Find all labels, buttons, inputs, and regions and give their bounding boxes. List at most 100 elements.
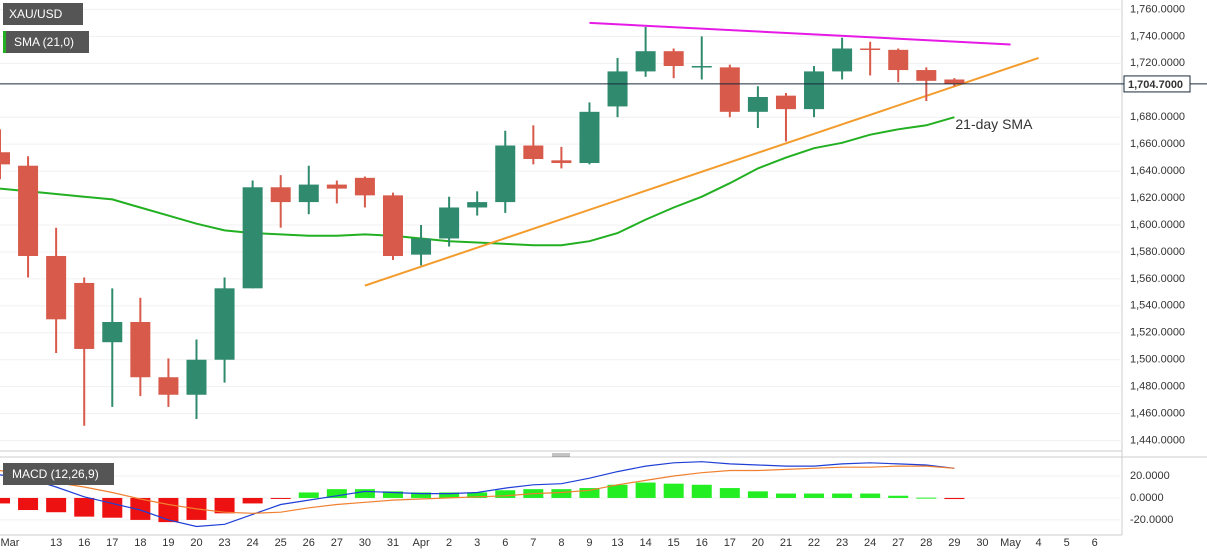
x-tick-label: 16 <box>78 537 90 549</box>
candle-body <box>691 66 712 68</box>
x-tick-label: 13 <box>611 537 623 549</box>
macd-line <box>0 461 955 528</box>
x-tick-label: 23 <box>218 537 230 549</box>
histogram-bar <box>214 497 235 514</box>
candle-body <box>242 187 263 289</box>
candle-body <box>579 111 600 164</box>
histogram-bar <box>804 493 825 498</box>
x-tick-label: 17 <box>106 537 118 549</box>
histogram-bar <box>691 484 712 498</box>
y-tick-label: 1,660.0000 <box>1130 138 1185 150</box>
x-tick-label: 27 <box>892 537 904 549</box>
x-tick-label: 18 <box>134 537 146 549</box>
x-tick-label: 6 <box>1092 537 1098 549</box>
histogram-bar <box>551 489 572 498</box>
histogram-bar <box>719 488 740 498</box>
candle-body <box>46 255 67 320</box>
candle-body <box>495 145 516 203</box>
histogram-bar <box>467 492 488 498</box>
candle-body <box>18 165 39 256</box>
histogram-bar <box>46 497 67 513</box>
x-tick-label: 20 <box>752 537 764 549</box>
candle-body <box>186 359 207 395</box>
legend-box <box>3 31 89 53</box>
y-tick-label: 20.0000 <box>1130 470 1170 482</box>
candle-body <box>607 71 628 107</box>
candle-body <box>635 51 656 72</box>
candle-body <box>916 70 937 81</box>
histogram-bar <box>270 497 291 499</box>
x-tick-label: 23 <box>836 537 848 549</box>
x-tick-label: 27 <box>331 537 343 549</box>
x-tick-label: 2 <box>446 537 452 549</box>
histogram-bar <box>747 491 768 498</box>
histogram-bar <box>326 489 347 498</box>
y-tick-label: 1,620.0000 <box>1130 192 1185 204</box>
y-tick-label: 1,580.0000 <box>1130 246 1185 258</box>
last-price-label: 1,704.7000 <box>1128 79 1183 91</box>
x-tick-label: 20 <box>190 537 202 549</box>
x-tick-label: 28 <box>920 537 932 549</box>
candle-body <box>663 51 684 67</box>
x-tick-label: 25 <box>275 537 287 549</box>
y-tick-label: 1,460.0000 <box>1130 408 1185 420</box>
histogram-bar <box>663 483 684 498</box>
candle-body <box>102 322 123 343</box>
y-tick-label: 1,600.0000 <box>1130 219 1185 231</box>
histogram-bar <box>0 497 10 504</box>
candle-body <box>158 377 179 395</box>
histogram-bar <box>439 492 460 498</box>
y-tick-label: 1,500.0000 <box>1130 354 1185 366</box>
x-tick-label: Mar <box>1 537 20 549</box>
y-tick-label: 0.0000 <box>1130 492 1164 504</box>
y-tick-label: 1,540.0000 <box>1130 300 1185 312</box>
x-tick-label: May <box>1000 537 1021 549</box>
histogram-bar <box>888 495 909 498</box>
candle-body <box>888 49 909 71</box>
candle-body <box>214 288 235 360</box>
x-tick-label: 19 <box>162 537 174 549</box>
trend-line <box>589 21 1011 46</box>
x-tick-label: 6 <box>502 537 508 549</box>
candle-body <box>270 187 291 203</box>
histogram-bar <box>944 497 965 500</box>
x-tick-label: 22 <box>808 537 820 549</box>
x-tick-label: 14 <box>639 537 651 549</box>
y-tick-label: 1,520.0000 <box>1130 327 1185 339</box>
x-tick-label: 30 <box>976 537 988 549</box>
signal-line <box>0 465 955 514</box>
candle-body <box>860 48 881 51</box>
histogram-bar <box>579 488 600 498</box>
sma-line <box>0 116 955 247</box>
histogram-bar <box>382 491 403 498</box>
candle-body <box>747 97 768 112</box>
candle-body <box>775 95 796 110</box>
histogram-bar <box>860 493 881 498</box>
annotation: 21-day SMA <box>955 116 1033 132</box>
legend-label: MACD (12,26,9) <box>12 467 99 481</box>
histogram-bar <box>74 497 95 517</box>
histogram-bar <box>411 492 432 498</box>
histogram-bar <box>916 497 937 499</box>
histogram-bar <box>775 493 796 498</box>
x-tick-label: 17 <box>724 537 736 549</box>
histogram-bar <box>130 497 151 520</box>
x-tick-label: 3 <box>474 537 480 549</box>
legend-box <box>3 3 83 25</box>
x-tick-label: 15 <box>668 537 680 549</box>
histogram-bar <box>607 484 628 498</box>
histogram-bar <box>242 497 263 504</box>
candle-body <box>467 202 488 208</box>
x-tick-label: Apr <box>412 537 429 549</box>
last-price-box <box>1123 75 1191 93</box>
histogram-bar <box>354 489 375 498</box>
candle-body <box>804 71 825 110</box>
candle-body <box>411 238 432 255</box>
legend-label: XAU/USD <box>9 7 63 21</box>
y-tick-label: 1,640.0000 <box>1130 165 1185 177</box>
x-tick-label: 24 <box>247 537 259 549</box>
histogram-bar <box>298 492 319 498</box>
candle-body <box>298 184 319 203</box>
y-tick-label: 1,480.0000 <box>1130 381 1185 393</box>
